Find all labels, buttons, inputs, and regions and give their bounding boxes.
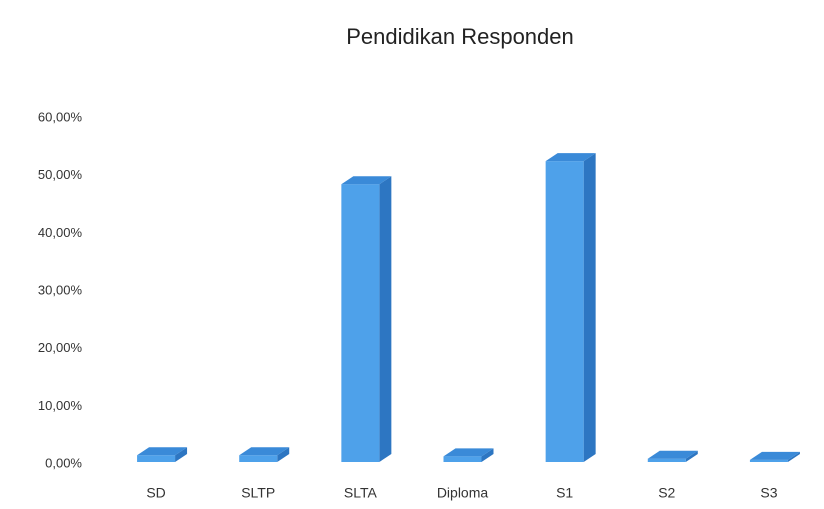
x-tick-label: S3 xyxy=(760,485,777,501)
bar xyxy=(137,455,176,462)
x-tick-label: S2 xyxy=(658,485,675,501)
x-tick-label: SLTA xyxy=(344,485,378,501)
bar-side xyxy=(379,176,392,462)
bar xyxy=(545,161,584,462)
chart-title: Pendidikan Responden xyxy=(346,24,574,49)
bar-top xyxy=(749,451,800,460)
y-tick-label: 50,00% xyxy=(38,167,83,182)
bar-top xyxy=(341,176,392,185)
x-tick-label: SD xyxy=(146,485,165,501)
bar xyxy=(443,456,482,462)
bar xyxy=(341,184,380,462)
x-tick-label: S1 xyxy=(556,485,573,501)
bar-side xyxy=(175,447,188,462)
bar-side xyxy=(277,447,290,462)
bar-top xyxy=(647,450,698,459)
y-tick-label: 0,00% xyxy=(45,455,82,470)
y-tick-label: 20,00% xyxy=(38,340,83,355)
bar-top xyxy=(545,153,596,162)
bar xyxy=(647,458,686,462)
bar-side xyxy=(481,448,494,462)
bar xyxy=(749,459,788,462)
x-tick-label: SLTP xyxy=(241,485,275,501)
bar xyxy=(239,455,278,462)
y-tick-label: 10,00% xyxy=(38,398,83,413)
y-tick-label: 60,00% xyxy=(38,109,83,124)
x-tick-label: Diploma xyxy=(437,485,489,501)
bar-top xyxy=(137,447,188,456)
bar-top xyxy=(443,448,494,457)
bar-top xyxy=(239,447,290,456)
bar-side xyxy=(685,450,698,462)
bar-side xyxy=(583,153,596,462)
bar-side xyxy=(787,451,800,462)
y-tick-label: 40,00% xyxy=(38,225,83,240)
y-tick-label: 30,00% xyxy=(38,282,83,297)
